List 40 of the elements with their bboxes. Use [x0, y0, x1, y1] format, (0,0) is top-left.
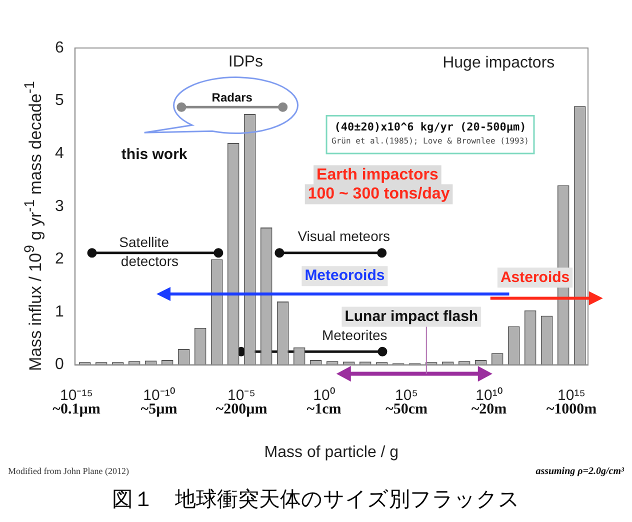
y-tick-label: 3 — [54, 198, 64, 215]
y-tick-label: 4 — [54, 145, 64, 162]
annotation: detectors — [120, 253, 179, 270]
annotation: Asteroids — [500, 268, 570, 286]
annotation: Satellite — [119, 234, 170, 250]
annotation: IDPs — [228, 54, 264, 71]
x-tick-label: 10⁻¹⁵ — [60, 386, 93, 404]
text: ~50cm — [386, 402, 428, 418]
text: ~0.1µm — [52, 402, 101, 418]
annotation: Earth impactors — [316, 166, 438, 184]
x-axis-title: Mass of particle / g — [264, 444, 399, 461]
text: Modified from John Plane (2012) — [8, 466, 129, 477]
annotation: Grün et al.(1985); Love & Brownlee (1993) — [332, 136, 530, 146]
y-tick-label: 5 — [54, 92, 64, 110]
x-tick-label: 10⁻⁵ — [228, 386, 256, 404]
annotation: Lunar impact flash — [344, 308, 478, 325]
annotation: this work — [121, 146, 188, 163]
annotation: 100 ~ 300 tons/day — [308, 186, 450, 203]
y-tick-label: 2 — [54, 250, 64, 268]
y-tick-label: 0 — [54, 356, 64, 374]
text: ~1cm — [306, 402, 342, 418]
text: ~200µm — [216, 402, 268, 418]
x-tick-label: 10¹⁵ — [558, 386, 586, 404]
text: ~5µm — [140, 402, 178, 418]
annotation: (40±20)x10^6 kg/yr (20-500µm) — [334, 120, 526, 134]
x-tick-label: 10⁵ — [395, 386, 418, 404]
x-tick-label: 10¹⁰ — [476, 386, 502, 404]
text: ~20m — [471, 402, 508, 418]
y-tick-label: 6 — [54, 39, 64, 56]
caption: 図１ 地球衝突天体のサイズ別フラックス — [111, 486, 521, 513]
text: ~1000m — [546, 402, 598, 418]
y-tick-label: 1 — [54, 303, 64, 320]
annotation: Meteorites — [322, 327, 388, 344]
x-tick-label: 10⁻¹⁰ — [143, 386, 175, 404]
annotation: Visual meteors — [298, 228, 390, 244]
annotation: Meteoroids — [304, 267, 385, 284]
x-tick-label: 10⁰ — [313, 386, 335, 404]
text: assuming ρ=2.0g/cm³ — [536, 466, 624, 477]
annotation: Radars — [212, 90, 253, 104]
annotation: Huge impactors — [442, 54, 555, 72]
